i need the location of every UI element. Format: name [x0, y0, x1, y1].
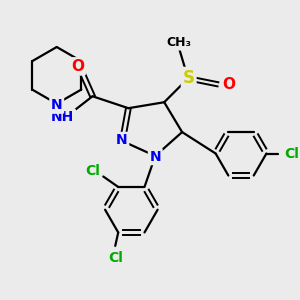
Text: Cl: Cl — [85, 164, 100, 178]
Text: O: O — [222, 77, 235, 92]
Text: N: N — [149, 150, 161, 164]
Text: CH₃: CH₃ — [167, 36, 192, 49]
Text: Cl: Cl — [108, 251, 123, 265]
Text: O: O — [71, 59, 84, 74]
Text: NH: NH — [51, 110, 74, 124]
Text: N: N — [116, 134, 128, 147]
Text: S: S — [183, 69, 195, 87]
Text: N: N — [51, 98, 62, 112]
Text: Cl: Cl — [284, 146, 299, 161]
